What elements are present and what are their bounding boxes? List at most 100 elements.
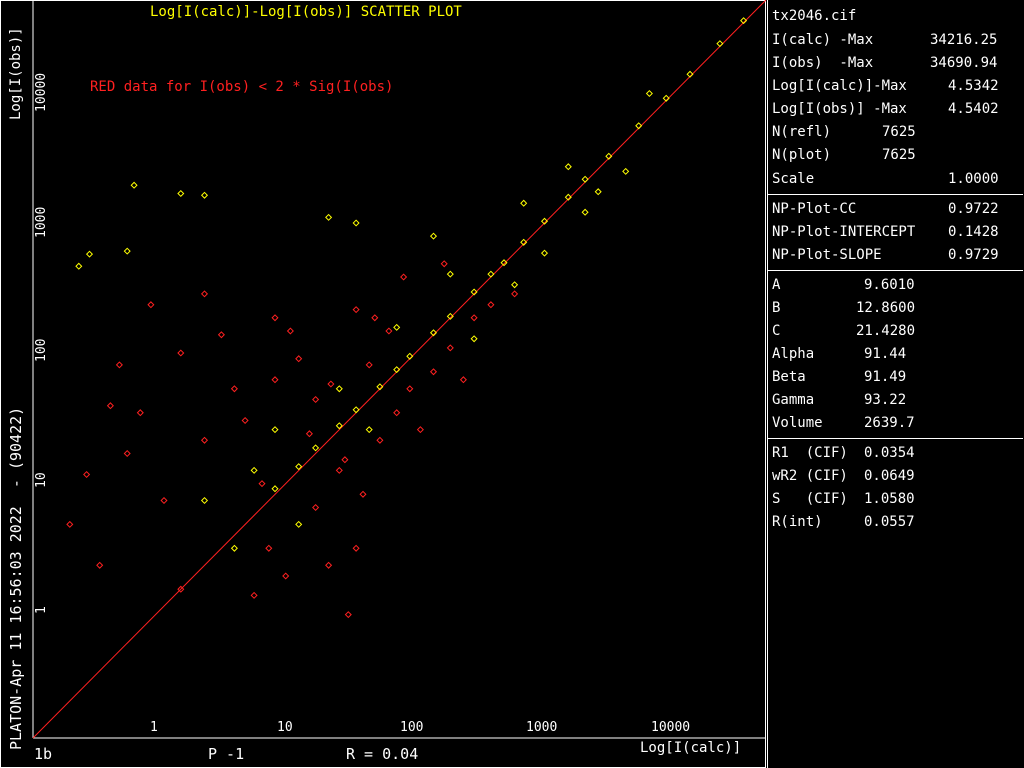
info-row: N(plot) 7625 [772, 147, 916, 163]
info-separator [768, 194, 1023, 195]
reflection-point [686, 70, 694, 78]
info-row: Log[I(obs)] -Max 4.5402 [772, 101, 999, 117]
reflection-point [352, 406, 360, 414]
weak-reflection-point [385, 327, 393, 335]
x-tick-label: 10 [277, 720, 293, 735]
reflection-point [605, 152, 613, 160]
info-row: Gamma 93.22 [772, 392, 907, 408]
weak-reflection-point [440, 260, 448, 268]
weak-reflection-point [115, 361, 123, 369]
info-row: wR2 (CIF) 0.0649 [772, 468, 915, 484]
reflection-point [662, 94, 670, 102]
reflection-point [312, 444, 320, 452]
weak-reflection-point [136, 409, 144, 417]
reflection-point [635, 122, 643, 130]
info-row: Beta 91.49 [772, 369, 907, 385]
reflection-point [130, 181, 138, 189]
reflection-point [393, 323, 401, 331]
reflection-point [393, 366, 401, 374]
weak-reflection-point [312, 503, 320, 512]
info-separator [768, 270, 1023, 271]
weak-reflection-point [250, 591, 258, 599]
weak-reflection-point [352, 544, 360, 552]
reflection-point [564, 163, 572, 171]
reflection-point [335, 385, 343, 393]
info-row: I(obs) -Max 34690.94 [772, 55, 998, 71]
reflection-point [564, 193, 572, 201]
reflection-point [645, 89, 653, 98]
weak-reflection-point [352, 306, 360, 314]
platon-timestamp: PLATON-Apr 11 16:56:03 2022 - (90422) [7, 310, 25, 750]
info-filename: tx2046.cif [772, 8, 857, 24]
info-row: B 12.8600 [772, 300, 916, 316]
weak-reflection-point [271, 314, 279, 322]
reflection-point [335, 422, 343, 430]
reflection-point [85, 250, 94, 258]
reflection-point [487, 270, 495, 278]
y-tick-label: 10000 [34, 72, 49, 112]
reflection-point [200, 191, 209, 199]
plot-title: Log[I(calc)]-Log[I(obs)] SCATTER PLOT [150, 4, 462, 20]
y-tick-label: 1 [34, 606, 49, 614]
x-tick-label: 1000 [526, 720, 558, 735]
weak-reflection-point [286, 327, 294, 335]
platon-timestamp-text: PLATON-Apr 11 16:56:03 2022 - (90422) [7, 406, 25, 750]
info-row: NP-Plot-INTERCEPT 0.1428 [772, 224, 999, 240]
r-value-label: R = 0.04 [346, 745, 419, 763]
weak-reflection-point [344, 611, 352, 619]
reflection-point [540, 217, 549, 225]
reflection-point [520, 199, 528, 207]
reflection-point [200, 496, 209, 505]
info-row: C 21.4280 [772, 323, 916, 339]
x-tick-label: 100 [400, 720, 424, 735]
weak-reflection-point [147, 301, 155, 309]
reflection-point [470, 288, 478, 296]
weak-reflection-point [376, 436, 384, 444]
scatter-plot-panel: Log[I(calc)]-Log[I(obs)] SCATTER PLOT RE… [0, 0, 766, 768]
weak-reflection-point [106, 402, 114, 410]
bottom-left-label: 1b [34, 745, 53, 763]
reflection-point [177, 189, 185, 198]
weak-reflection-point [327, 380, 335, 388]
space-group-p-label: P -1 [208, 745, 245, 763]
y-axis-label-text: Log[I(obs)] [8, 27, 24, 120]
reflection-point [716, 40, 724, 48]
reflection-point [581, 175, 589, 183]
weak-reflection-point [446, 344, 454, 352]
info-row: Scale 1.0000 [772, 171, 999, 187]
info-panel: tx2046.cif I(calc) -Max 34216.25 I(obs) -… [767, 0, 1023, 768]
reflection-point [123, 247, 131, 255]
y-tick-label: 10 [34, 472, 49, 488]
reflection-point [230, 544, 238, 552]
weak-reflection-point [295, 355, 303, 363]
weak-reflection-point [265, 544, 273, 552]
reflection-point [75, 262, 83, 270]
reflection-point [325, 213, 333, 221]
weak-reflection-point [416, 426, 424, 434]
reflection-point [352, 219, 360, 227]
info-row: NP-Plot-SLOPE 0.9729 [772, 247, 999, 263]
weak-reflection-point [177, 349, 185, 357]
info-row: Volume 2639.7 [772, 415, 915, 431]
weak-reflection-point [365, 361, 373, 369]
weak-reflection-point [393, 409, 401, 417]
reflection-point [295, 463, 303, 471]
weak-reflection-point [335, 466, 343, 474]
scatter-plot-svg [0, 0, 766, 768]
reflection-point [470, 335, 478, 343]
weak-reflection-point [511, 290, 519, 298]
reflection-point [271, 426, 279, 434]
weak-reflection-point [96, 561, 104, 569]
reflection-point [365, 426, 373, 434]
weak-reflection-point [271, 376, 279, 384]
weak-reflection-point [160, 496, 168, 505]
weak-reflection-point [406, 385, 414, 393]
reflection-point [540, 249, 549, 257]
reflection-point [520, 238, 528, 246]
weak-reflection-point [123, 449, 131, 458]
reflection-point [295, 520, 303, 528]
info-row: S (CIF) 1.0580 [772, 491, 915, 507]
weak-reflection-point [258, 480, 266, 488]
info-row: N(refl) 7625 [772, 124, 916, 140]
weak-reflection-point [282, 572, 290, 580]
